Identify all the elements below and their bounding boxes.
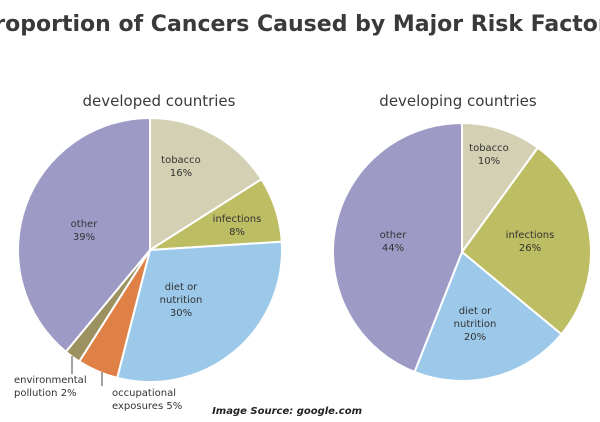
pie-slice-tobacco	[149, 116, 263, 252]
pie-slice-other	[332, 121, 463, 374]
slice-label-tobacco: tobacco 10%	[469, 143, 509, 167]
pie-slice-infections	[460, 146, 592, 336]
pie-slice-diet-or	[413, 250, 563, 382]
chart-title: Proportion of Cancers Caused by Major Ri…	[0, 12, 600, 37]
slice-label-diet-or: diet or nutrition 30%	[160, 282, 203, 319]
slice-label-other: other 39%	[71, 219, 99, 243]
slice-label-tobacco: tobacco 16%	[161, 155, 201, 179]
slice-label-diet-or: diet or nutrition 20%	[454, 306, 497, 343]
pie-slice-tobacco	[461, 121, 540, 256]
pie-slice-diet-or	[115, 240, 283, 383]
developed-countries-title: developed countries	[83, 92, 236, 110]
pie-slice-other	[17, 116, 151, 354]
developing-countries-title: developing countries	[379, 92, 537, 110]
developed-countries-pie: developed countries tobacco 16% infections…	[14, 92, 283, 412]
slice-label-infections: infections 8%	[213, 214, 262, 238]
image-source-note: Image Source: google.com	[212, 406, 362, 417]
developing-countries-pie: developing countries tobacco 10% infection…	[332, 92, 592, 382]
slice-label-environmental: environmental pollution 2%	[14, 375, 87, 399]
slice-label-other: other 44%	[380, 230, 408, 254]
slice-label-infections: infections 26%	[506, 230, 555, 254]
slice-label-occupational: occupational exposures 5%	[112, 388, 182, 412]
